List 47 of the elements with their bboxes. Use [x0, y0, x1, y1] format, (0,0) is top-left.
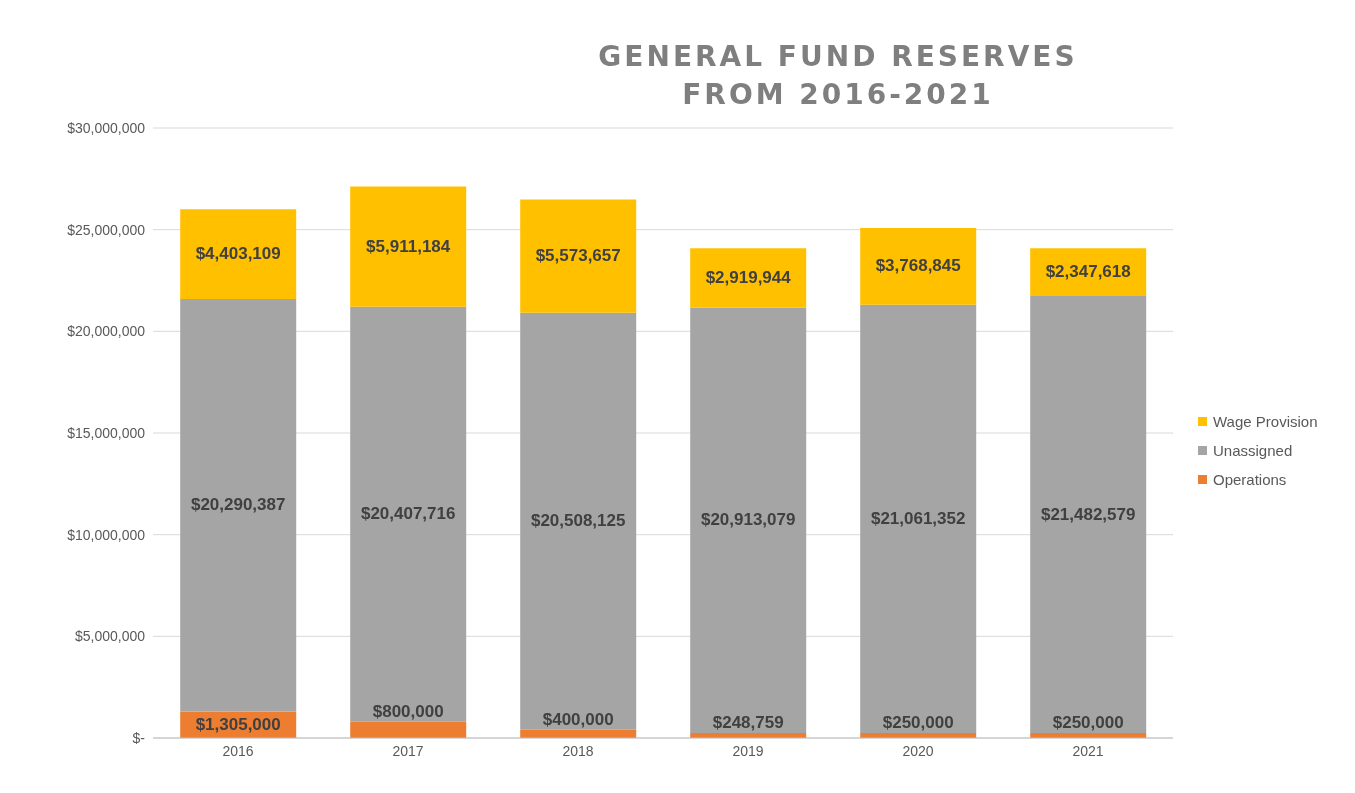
- data-label: $20,290,387: [190, 495, 286, 515]
- bar: [860, 304, 977, 733]
- bar: [690, 307, 807, 733]
- y-tick-label: $20,000,000: [67, 323, 146, 340]
- data-label: $21,482,579: [1040, 504, 1136, 524]
- y-tick-label: $5,000,000: [74, 628, 146, 645]
- x-tick-label: 2017: [392, 742, 424, 759]
- data-label: $250,000: [1052, 712, 1124, 732]
- data-label: $1,305,000: [195, 714, 281, 734]
- data-label: $4,403,109: [195, 244, 281, 264]
- data-label: $2,919,944: [705, 268, 792, 288]
- data-label: $400,000: [542, 709, 614, 729]
- bar: [520, 312, 637, 730]
- data-label: $248,759: [712, 712, 784, 732]
- data-label: $5,911,184: [366, 236, 451, 256]
- legend-label: Unassigned: [1213, 442, 1293, 459]
- data-label: $3,768,845: [875, 256, 961, 276]
- bar: [180, 209, 297, 299]
- chart-title: GENERAL FUND RESERVES FROM 2016-2021: [597, 39, 1079, 113]
- x-tick-label: 2016: [222, 742, 254, 759]
- y-tick-label: $25,000,000: [67, 221, 146, 238]
- bar: [180, 298, 297, 712]
- bar: [350, 186, 467, 307]
- y-tick-label: $-: [132, 729, 146, 746]
- y-tick-label: $15,000,000: [67, 424, 146, 441]
- x-tick-label: 2020: [902, 742, 934, 759]
- data-label: $21,061,352: [870, 508, 966, 528]
- bar: [860, 228, 977, 305]
- data-label: $250,000: [882, 712, 954, 732]
- bar: [690, 248, 807, 308]
- legend-label: Wage Provision: [1213, 413, 1318, 430]
- bar: [520, 199, 637, 313]
- bar: [350, 306, 467, 722]
- data-label: $5,573,657: [535, 246, 621, 266]
- x-tick-label: 2019: [732, 742, 764, 759]
- bar: [350, 721, 467, 738]
- data-label: $800,000: [372, 701, 444, 721]
- legend-label: Operations: [1213, 471, 1287, 488]
- y-tick-label: $10,000,000: [67, 526, 146, 543]
- data-label: $20,508,125: [530, 511, 626, 531]
- x-tick-label: 2021: [1072, 742, 1104, 759]
- bar: [1030, 296, 1147, 733]
- data-label: $20,407,716: [360, 504, 456, 524]
- x-tick-label: 2018: [562, 742, 594, 759]
- y-tick-label: $30,000,000: [67, 119, 146, 136]
- data-label: $2,347,618: [1045, 262, 1131, 282]
- data-label: $20,913,079: [700, 510, 796, 530]
